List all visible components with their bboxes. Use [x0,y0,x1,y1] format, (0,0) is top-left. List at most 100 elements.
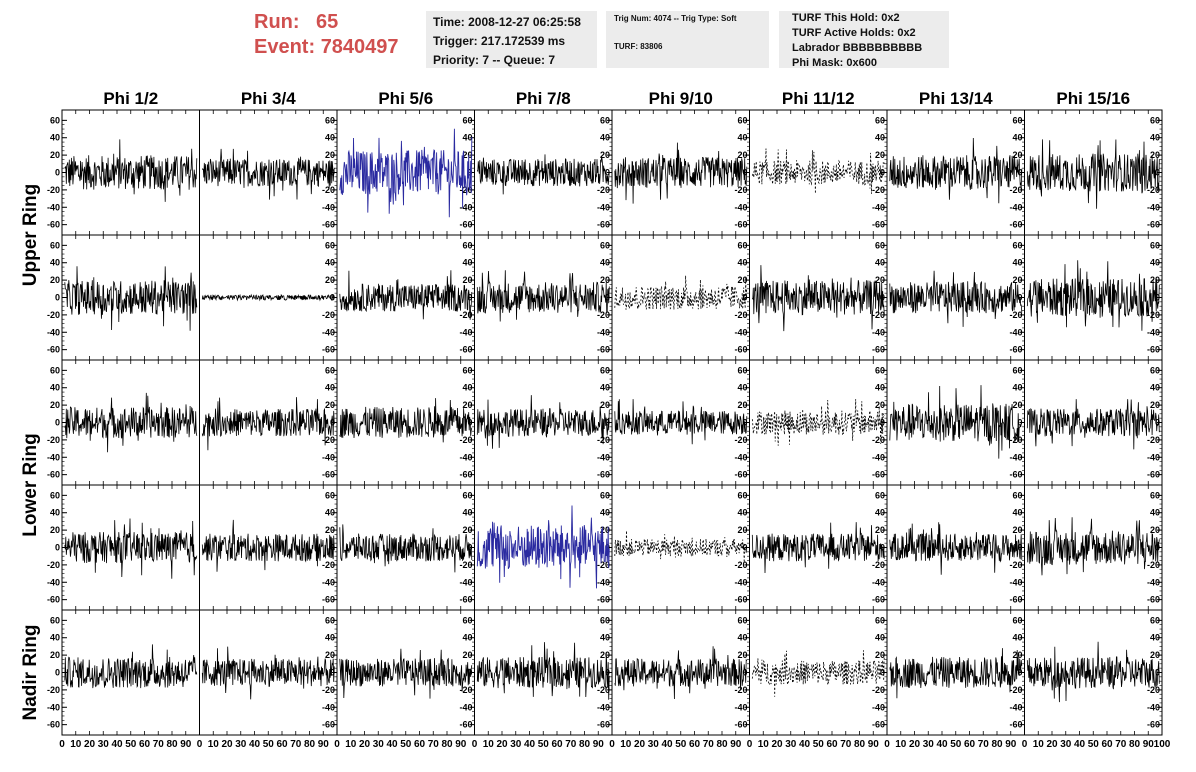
waveform-trace [476,270,610,322]
x-tick-label: 60 [689,739,701,750]
y-tick-label: -40 [322,702,335,712]
y-tick-label: 20 [737,400,747,410]
x-tick-label: 70 [978,739,990,750]
y-tick-label: 20 [1012,400,1022,410]
x-tick-label: 20 [771,739,783,750]
y-tick-label: -20 [459,310,472,320]
x-tick-label: 10 [1033,739,1045,750]
y-tick-label: 40 [1012,508,1022,518]
x-tick-label: 50 [813,739,825,750]
y-tick-label: -20 [322,435,335,445]
y-tick-label: -20 [1009,560,1022,570]
y-tick-label: 20 [462,650,472,660]
y-tick-label: -40 [1147,202,1160,212]
y-tick-label: 20 [462,525,472,535]
waveform-trace [201,397,335,451]
x-tick-label: 90 [180,739,192,750]
y-tick-label: 20 [875,400,885,410]
y-tick-label: -60 [1147,220,1160,230]
y-tick-label: 40 [50,133,60,143]
y-tick-label: 60 [325,365,335,375]
y-tick-label: -60 [322,470,335,480]
x-tick-label: 50 [538,739,550,750]
turf-text: TURF: 83806 [614,42,663,51]
y-tick-label: 40 [462,508,472,518]
x-tick-label: 10 [483,739,495,750]
y-tick-label: -40 [47,577,60,587]
y-tick-label: -20 [459,560,472,570]
column-header: Phi 5/6 [378,89,433,108]
waveform-trace [64,518,198,579]
y-tick-label: -40 [47,702,60,712]
y-tick-label: -20 [47,185,60,195]
waveform-trace [889,648,1023,699]
y-tick-label: 20 [737,525,747,535]
y-tick-label: 40 [462,633,472,643]
y-tick-label: 60 [600,490,610,500]
y-tick-label: 40 [325,258,335,268]
x-tick-label: 90 [730,739,742,750]
y-tick-label: -60 [1147,345,1160,355]
y-tick-label: 60 [600,615,610,625]
waveform-trace [614,142,748,204]
y-tick-label: 20 [462,150,472,160]
y-tick-label: -40 [597,452,610,462]
y-tick-label: 40 [462,258,472,268]
y-tick-label: -40 [1147,577,1160,587]
y-tick-label: -20 [47,685,60,695]
y-tick-label: 20 [1150,150,1160,160]
y-tick-label: 40 [737,383,747,393]
y-tick-label: 40 [875,508,885,518]
y-tick-label: 20 [875,650,885,660]
y-tick-label: -40 [1147,452,1160,462]
y-tick-label: -20 [1147,185,1160,195]
y-tick-label: 40 [737,633,747,643]
y-tick-label: -40 [459,702,472,712]
y-tick-label: 20 [737,150,747,160]
x-tick-label: 20 [909,739,921,750]
y-tick-label: 60 [50,365,60,375]
x-tick-label: 0 [1022,739,1028,750]
y-tick-label: 60 [737,490,747,500]
y-tick-label: -40 [1009,702,1022,712]
waveform-trace [201,293,335,302]
y-tick-label: 40 [325,633,335,643]
run-label: Run: [254,11,300,33]
y-tick-label: 20 [600,525,610,535]
x-tick-label: 10 [208,739,220,750]
y-tick-label: 60 [1150,240,1160,250]
x-tick-label: 30 [923,739,935,750]
y-tick-label: -60 [459,345,472,355]
x-tick-label: 20 [221,739,233,750]
waveform-trace [751,265,885,332]
x-tick-label: 70 [703,739,715,750]
y-tick-label: -40 [597,327,610,337]
y-tick-label: 0 [605,668,610,678]
y-tick-label: -40 [597,202,610,212]
x-tick-label: 50 [263,739,275,750]
y-tick-label: 40 [462,133,472,143]
x-tick-label: 70 [290,739,302,750]
y-tick-label: 0 [55,293,60,303]
y-tick-label: -40 [459,452,472,462]
y-tick-label: 20 [1012,275,1022,285]
y-tick-label: -40 [1009,202,1022,212]
y-tick-label: 40 [737,258,747,268]
y-tick-label: -20 [872,435,885,445]
waveform-trace [64,139,198,202]
y-tick-label: -60 [322,595,335,605]
waveform-trace [339,524,473,573]
y-tick-label: 60 [325,115,335,125]
x-tick-label: 20 [1046,739,1058,750]
y-tick-label: 60 [1012,240,1022,250]
y-tick-label: 0 [1017,668,1022,678]
x-tick-label: 90 [1143,739,1155,750]
y-tick-label: 20 [1150,525,1160,535]
x-tick-label: 40 [111,739,123,750]
column-header: Phi 13/14 [919,89,993,108]
column-header: Phi 11/12 [782,89,855,108]
y-tick-label: 60 [737,240,747,250]
y-tick-label: -20 [597,310,610,320]
priority-text: Priority: 7 -- Queue: 7 [433,53,556,67]
y-tick-label: -20 [734,685,747,695]
